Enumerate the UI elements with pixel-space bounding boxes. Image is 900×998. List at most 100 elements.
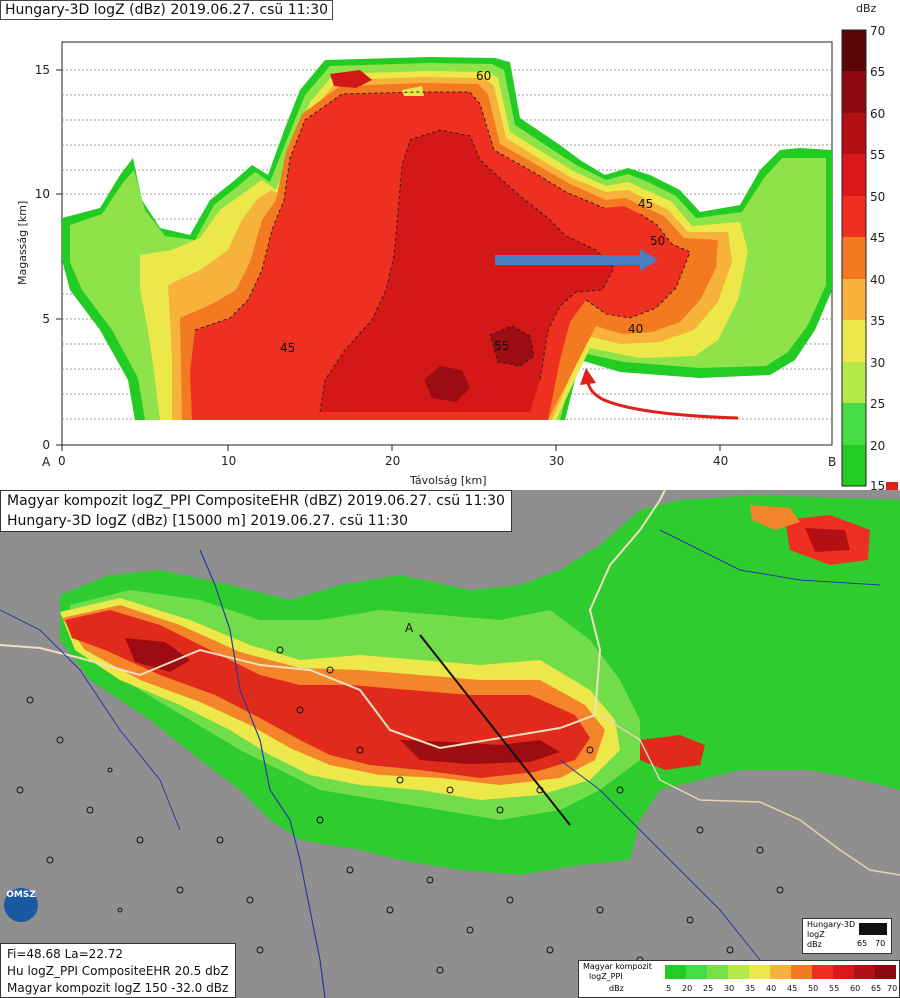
cross-section-plot: 60 45 50 55 40 45 0 10 20 30 — [16, 2, 898, 490]
legend-composite-tick: 65 — [871, 984, 881, 993]
colorbar-tick: 40 — [870, 273, 885, 287]
x-tick-label: 40 — [713, 454, 728, 468]
legend-composite-colorbar: 15 20 25 30 35 40 45 50 55 60 65 70 — [665, 965, 897, 993]
axis-ticks — [56, 69, 721, 451]
contour-label: 50 — [650, 234, 665, 248]
cursor-info-box: Fi=48.68 La=22.72 Hu logZ_PPI CompositeE… — [0, 943, 236, 998]
colorbar-overflow-marker — [886, 482, 898, 490]
x-tick-labels: 0 10 20 30 40 — [58, 454, 728, 468]
cross-section-title: Hungary-3D logZ (dBz) 2019.06.27. csü 11… — [0, 0, 334, 20]
echo-core-darkred — [400, 740, 560, 764]
colorbar-tick: 45 — [870, 231, 885, 245]
legend-composite-tick: 50 — [808, 984, 818, 993]
echo-cell-east — [640, 735, 705, 770]
map-title-line: Magyar kompozit logZ_PPI CompositeEHR (d… — [7, 493, 505, 509]
legend-hungary3d-tick: 70 — [875, 939, 886, 948]
legend-composite-title: Magyar kompozit — [583, 962, 652, 971]
legend-composite-tick: 60 — [850, 984, 860, 993]
y-tick-label: 5 — [42, 312, 50, 326]
y-axis-label: Magasság [km] — [16, 201, 29, 285]
section-line-ab[interactable] — [419, 634, 571, 826]
colorbar-tick: 55 — [870, 148, 885, 162]
colorbar-unit: dBz — [856, 2, 877, 15]
radar-map[interactable]: A — [0, 490, 900, 998]
legend-composite-tick: 20 — [682, 984, 692, 993]
red-arrow-shaft — [586, 379, 739, 420]
contour-label: 60 — [476, 69, 491, 83]
y-tick-label: 0 — [42, 438, 50, 452]
contour-label: 45 — [280, 341, 295, 355]
legend-hungary3d-tick: 65 — [857, 939, 868, 948]
blue-arrow-head — [640, 249, 658, 271]
legend-hungary3d: Hungary-3D logZ dBz 65 70 — [802, 918, 892, 954]
x-axis-label: Távolság [km] — [409, 474, 487, 487]
colorbar-tick: 25 — [870, 397, 885, 411]
legend-composite-tick: 70 — [887, 984, 897, 993]
country-border — [599, 714, 900, 876]
colorbar-tick: 35 — [870, 314, 885, 328]
legend-composite-tick: 35 — [745, 984, 755, 993]
x-tick-label: 20 — [385, 454, 400, 468]
info-value-composite: Magyar kompozit logZ 150 -32.0 dBz — [7, 981, 229, 995]
legend-composite-tick: 55 — [829, 984, 839, 993]
legend-composite-tick: 45 — [787, 984, 797, 993]
contour-label: 45 — [638, 197, 653, 211]
contour-label: 55 — [494, 339, 509, 353]
river-line — [199, 549, 326, 998]
x-tick-label: 10 — [221, 454, 236, 468]
reflectivity-field — [62, 57, 832, 420]
legend-composite-subtitle: logZ_PPI — [589, 972, 623, 981]
legend-composite-tick: 25 — [703, 984, 713, 993]
legend-composite-unit: dBz — [609, 984, 624, 993]
settlement-outlines — [16, 646, 824, 974]
echo-55-top — [330, 70, 372, 88]
y-tick-label: 15 — [35, 63, 50, 77]
colorbar-tick: 15 — [870, 479, 885, 490]
section-label-a: A — [405, 621, 414, 635]
country-border — [0, 490, 666, 750]
legend-hungary3d-unit: logZ — [807, 930, 825, 939]
red-arrow-head — [580, 368, 596, 385]
info-coordinates: Fi=48.68 La=22.72 — [7, 947, 124, 961]
colorbar-tick: 20 — [870, 439, 885, 453]
legend-composite-tick: 40 — [766, 984, 776, 993]
contour-labels: 60 45 50 55 40 45 — [280, 69, 665, 355]
colorbar-ticks: 70 65 60 55 50 45 40 35 30 25 20 15 — [870, 24, 885, 490]
y-tick-labels: 0 5 10 15 — [35, 63, 50, 452]
legend-composite-tick: 15 — [665, 984, 671, 993]
contour-label: 40 — [628, 322, 643, 336]
contour-lines — [194, 91, 691, 413]
colorbar-tick: 60 — [870, 107, 885, 121]
y-tick-label: 10 — [35, 187, 50, 201]
info-value-ppi: Hu logZ_PPI CompositeEHR 20.5 dbZ — [7, 964, 229, 978]
echo-cell-ne-core — [805, 528, 850, 552]
echo-35-top — [402, 86, 424, 96]
blue-arrow-shaft — [495, 255, 640, 265]
cross-section-panel: Hungary-3D logZ (dBz) 2019.06.27. csü 11… — [0, 0, 900, 490]
map-title-line: Hungary-3D logZ (dBz) [15000 m] 2019.06.… — [7, 513, 409, 529]
x-tick-label: 30 — [549, 454, 564, 468]
echo-60b — [424, 366, 470, 402]
colorbar-tick: 70 — [870, 24, 885, 38]
echo-core-darkred — [125, 638, 190, 672]
colorbar — [841, 29, 898, 490]
x-start-label: A — [42, 455, 51, 469]
legend-composite-tick: 30 — [724, 984, 734, 993]
omsz-logo: OMSZ — [4, 888, 38, 922]
colorbar-tick: 30 — [870, 356, 885, 370]
x-end-label: B — [828, 455, 836, 469]
map-title-box: Magyar kompozit logZ_PPI CompositeEHR (d… — [0, 490, 512, 532]
river-line — [659, 529, 881, 586]
colorbar-tick: 65 — [870, 65, 885, 79]
colorbar-tick: 50 — [870, 190, 885, 204]
legend-composite: Magyar kompozit logZ_PPI dBz 15 20 25 30… — [578, 960, 900, 998]
legend-hungary3d-title: Hungary-3D — [807, 920, 856, 929]
x-tick-label: 0 — [58, 454, 66, 468]
legend-hungary3d-swatch — [859, 923, 887, 935]
radar-map-panel[interactable]: A Magyar kompozit logZ_PPI CompositeEHR … — [0, 490, 900, 998]
echo-cell-ne-edge — [750, 505, 800, 530]
legend-hungary3d-unit2: dBz — [807, 940, 822, 949]
echo-60 — [490, 326, 534, 366]
river-line — [0, 609, 181, 831]
echo-55 — [320, 130, 614, 412]
